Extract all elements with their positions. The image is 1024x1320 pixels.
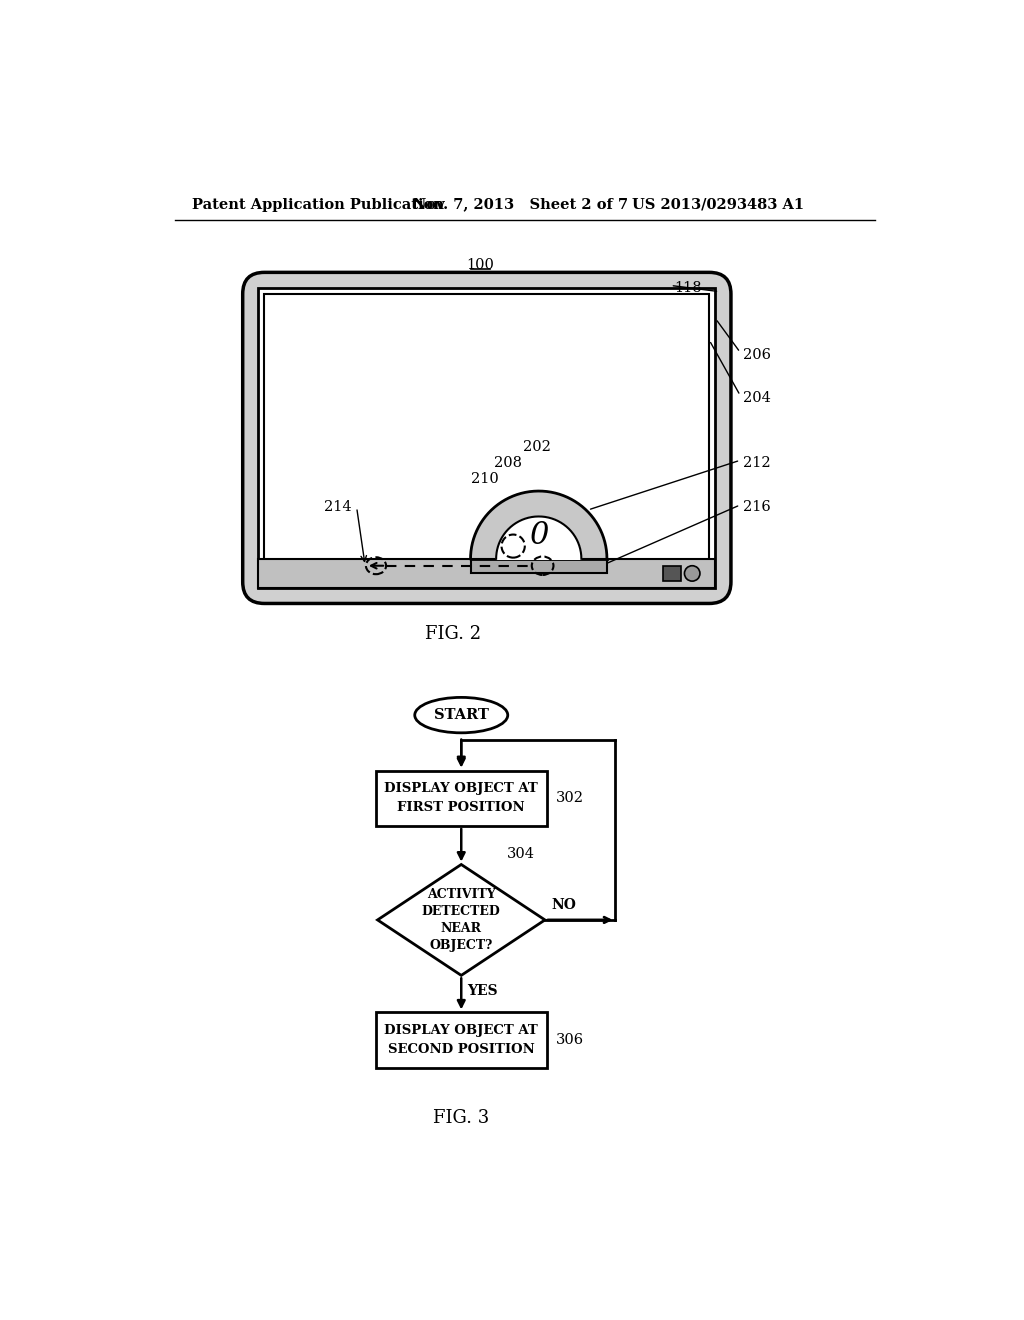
Text: 204: 204 [742,391,770,405]
Text: START: START [434,708,488,722]
Text: 306: 306 [556,1034,584,1047]
Polygon shape [378,865,545,975]
Text: 206: 206 [742,347,771,362]
Text: 212: 212 [742,455,770,470]
Text: Patent Application Publication: Patent Application Publication [191,198,443,211]
Text: US 2013/0293483 A1: US 2013/0293483 A1 [632,198,804,211]
Text: 214: 214 [324,500,351,515]
Bar [258,558,716,589]
Polygon shape [471,491,607,558]
Polygon shape [496,516,582,558]
Text: 216: 216 [742,500,770,515]
Text: 100: 100 [467,257,495,272]
Bar [376,771,547,826]
Text: 302: 302 [556,791,584,805]
Text: DISPLAY OBJECT AT
FIRST POSITION: DISPLAY OBJECT AT FIRST POSITION [384,783,539,814]
Bar [258,288,716,589]
Text: 210: 210 [471,471,499,486]
Text: NO: NO [551,898,577,912]
Ellipse shape [684,566,700,581]
Text: FIG. 3: FIG. 3 [433,1109,489,1127]
FancyBboxPatch shape [243,272,731,603]
Text: 118: 118 [675,281,702,294]
Text: FIG. 2: FIG. 2 [425,626,481,643]
Text: YES: YES [467,983,498,998]
Text: 208: 208 [494,457,522,470]
Bar [264,294,710,582]
Bar [471,558,607,573]
Text: 0: 0 [529,520,549,550]
Bar [663,566,681,581]
Ellipse shape [415,697,508,733]
Bar [376,1012,547,1068]
Text: Nov. 7, 2013   Sheet 2 of 7: Nov. 7, 2013 Sheet 2 of 7 [414,198,629,211]
Text: 202: 202 [523,440,551,454]
Text: DISPLAY OBJECT AT
SECOND POSITION: DISPLAY OBJECT AT SECOND POSITION [384,1024,539,1056]
Text: ACTIVITY
DETECTED
NEAR
OBJECT?: ACTIVITY DETECTED NEAR OBJECT? [422,888,501,952]
Text: 304: 304 [507,847,535,862]
